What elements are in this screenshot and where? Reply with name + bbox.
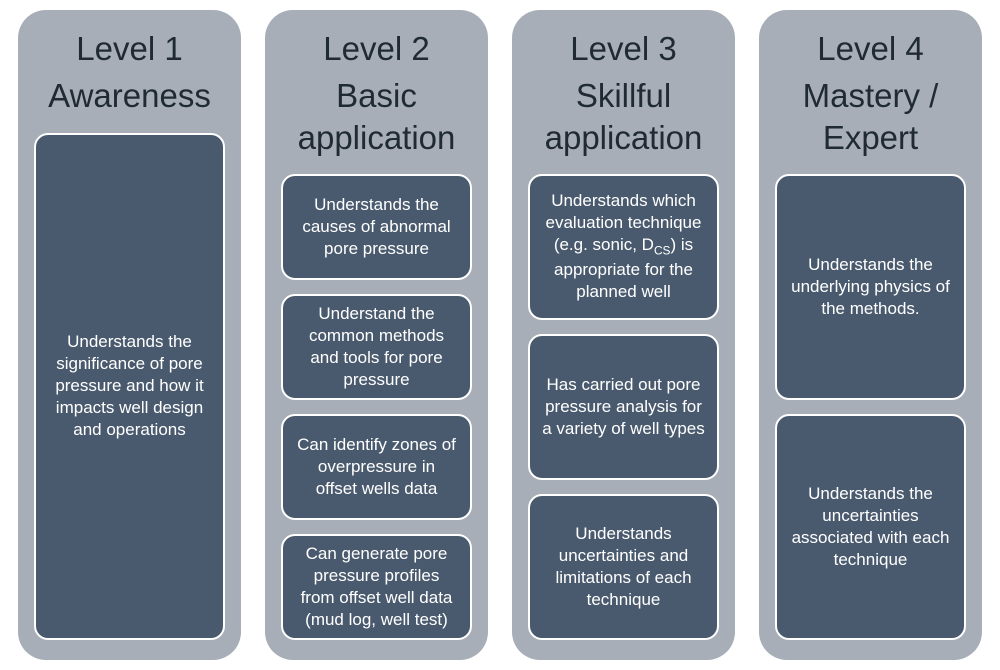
card-list: Understands which evaluation technique (… (528, 174, 719, 640)
column-header: Level 4 Mastery / Expert (775, 28, 966, 158)
level-label: Level 1 (34, 28, 225, 69)
competency-text: Has carried out pore pressure analysis f… (542, 374, 705, 440)
competency-text: Understands uncertainties and limitation… (542, 523, 705, 611)
competency-text: Understands the uncertainties associated… (789, 483, 952, 571)
competency-card: Understands the uncertainties associated… (775, 414, 966, 640)
level-column-2: Level 2 Basic application Understands th… (265, 10, 488, 660)
level-label: Level 4 (775, 28, 966, 69)
level-subtitle: Skillful application (528, 75, 719, 158)
competency-text: Understands the causes of abnormal pore … (295, 194, 458, 260)
competency-card: Understand the common methods and tools … (281, 294, 472, 400)
level-column-4: Level 4 Mastery / Expert Understands the… (759, 10, 982, 660)
levels-grid: Level 1 Awareness Understands the signif… (18, 10, 982, 660)
competency-text: Understands the underlying physics of th… (789, 254, 952, 320)
level-subtitle: Basic application (281, 75, 472, 158)
competency-text: Can generate pore pressure profiles from… (295, 543, 458, 631)
level-subtitle: Mastery / Expert (775, 75, 966, 158)
competency-text: Understands which evaluation technique (… (542, 190, 705, 303)
column-header: Level 3 Skillful application (528, 28, 719, 158)
competency-card: Understands the significance of pore pre… (34, 133, 225, 641)
competency-text: Understand the common methods and tools … (295, 303, 458, 391)
competency-card: Understands the causes of abnormal pore … (281, 174, 472, 280)
card-list: Understands the causes of abnormal pore … (281, 174, 472, 640)
competency-text: Can identify zones of overpressure in of… (295, 434, 458, 500)
level-subtitle: Awareness (34, 75, 225, 116)
card-list: Understands the significance of pore pre… (34, 133, 225, 641)
column-header: Level 1 Awareness (34, 28, 225, 117)
competency-text: Understands the significance of pore pre… (48, 331, 211, 441)
level-label: Level 3 (528, 28, 719, 69)
level-column-3: Level 3 Skillful application Understands… (512, 10, 735, 660)
card-list: Understands the underlying physics of th… (775, 174, 966, 640)
competency-card: Can identify zones of overpressure in of… (281, 414, 472, 520)
competency-card: Can generate pore pressure profiles from… (281, 534, 472, 640)
column-header: Level 2 Basic application (281, 28, 472, 158)
competency-card: Understands uncertainties and limitation… (528, 494, 719, 640)
level-label: Level 2 (281, 28, 472, 69)
competency-card: Understands which evaluation technique (… (528, 174, 719, 320)
level-column-1: Level 1 Awareness Understands the signif… (18, 10, 241, 660)
competency-card: Understands the underlying physics of th… (775, 174, 966, 400)
competency-card: Has carried out pore pressure analysis f… (528, 334, 719, 480)
